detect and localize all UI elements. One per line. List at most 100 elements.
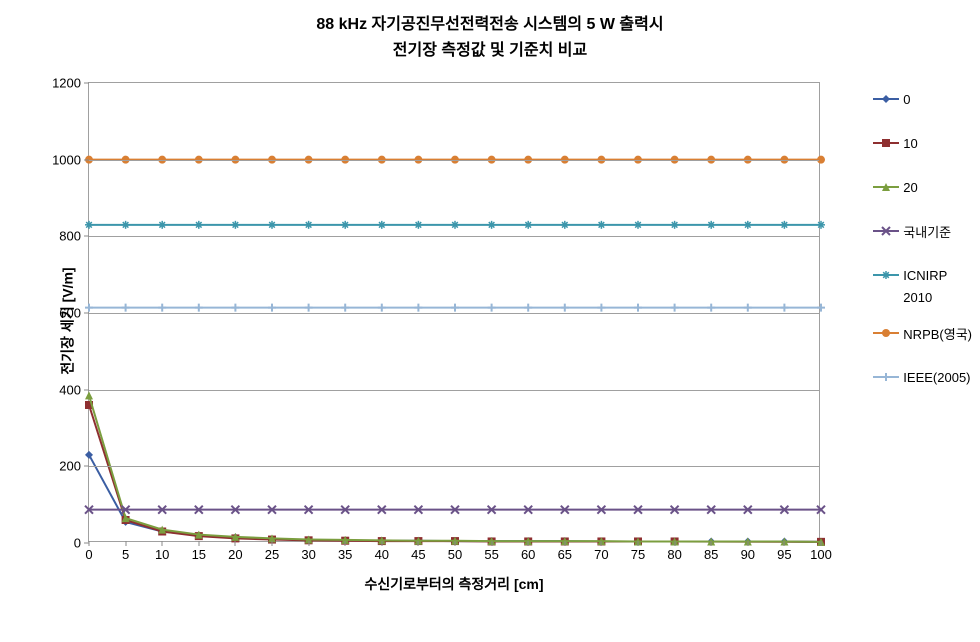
xtick-label: 45 [411, 547, 425, 562]
series-marker [671, 221, 679, 229]
xtick-label: 80 [667, 547, 681, 562]
series-marker [597, 221, 605, 229]
ytick-label: 800 [59, 229, 81, 244]
xtick-mark [784, 541, 785, 546]
xtick-mark [272, 541, 273, 546]
xtick-label: 95 [777, 547, 791, 562]
series-marker [451, 221, 459, 229]
legend-label: 20 [903, 180, 917, 195]
legend-marker-icon [873, 90, 899, 108]
legend-item: 0 [873, 90, 972, 108]
series-marker [378, 304, 386, 312]
xtick-label: 40 [375, 547, 389, 562]
legend-label: 2010 [903, 290, 932, 305]
series-marker [817, 221, 825, 229]
series-marker [378, 221, 386, 229]
xtick-label: 30 [301, 547, 315, 562]
xtick-label: 25 [265, 547, 279, 562]
series-marker [305, 221, 313, 229]
ytick-mark [84, 466, 89, 467]
series-marker [85, 221, 93, 229]
legend-item: ICNIRP [873, 266, 972, 284]
series-marker [524, 304, 532, 312]
xtick-label: 85 [704, 547, 718, 562]
xtick-label: 55 [484, 547, 498, 562]
series-marker [597, 304, 605, 312]
title-line-1: 88 kHz 자기공진무선전력전송 시스템의 5 W 출력시 [0, 12, 980, 38]
legend: 0 10 20 국내기준 ICNIRP 2010 NRPB(영국) IEEE(2005) [873, 90, 972, 412]
xtick-label: 0 [85, 547, 92, 562]
ytick-mark [84, 236, 89, 237]
series-marker [268, 221, 276, 229]
series-marker [780, 221, 788, 229]
plot-svg [89, 83, 819, 541]
series-marker [488, 221, 496, 229]
series-marker [195, 221, 203, 229]
series-marker [707, 304, 715, 312]
xtick-mark [418, 541, 419, 546]
series-marker [451, 304, 459, 312]
series-marker [561, 221, 569, 229]
xtick-label: 65 [558, 547, 572, 562]
series-marker [634, 221, 642, 229]
series-marker [671, 304, 679, 312]
legend-label: 10 [903, 136, 917, 151]
xtick-mark [89, 541, 90, 546]
series-line [89, 405, 821, 542]
legend-label: IEEE(2005) [903, 370, 970, 385]
xtick-mark [162, 541, 163, 546]
gridline-h [89, 390, 819, 391]
series-line [89, 455, 821, 542]
xtick-label: 5 [122, 547, 129, 562]
ytick-label: 200 [59, 459, 81, 474]
xtick-label: 70 [594, 547, 608, 562]
xtick-mark [125, 541, 126, 546]
xtick-label: 20 [228, 547, 242, 562]
series-marker [817, 304, 825, 312]
xtick-mark [674, 541, 675, 546]
series-marker [85, 304, 93, 312]
ytick-mark [84, 389, 89, 390]
xtick-label: 35 [338, 547, 352, 562]
series-marker [524, 221, 532, 229]
ytick-mark [84, 83, 89, 84]
xtick-mark [345, 541, 346, 546]
series-marker [341, 304, 349, 312]
ytick-mark [84, 159, 89, 160]
series-marker [414, 304, 422, 312]
xtick-mark [381, 541, 382, 546]
xtick-mark [711, 541, 712, 546]
xtick-label: 60 [521, 547, 535, 562]
legend-marker-icon [873, 368, 899, 386]
chart-title: 88 kHz 자기공진무선전력전송 시스템의 5 W 출력시 전기장 측정값 및… [0, 0, 980, 63]
series-marker [561, 304, 569, 312]
xtick-mark [455, 541, 456, 546]
ytick-label: 1200 [52, 76, 81, 91]
xtick-mark [528, 541, 529, 546]
xtick-label: 75 [631, 547, 645, 562]
x-axis-label: 수신기로부터의 측정거리 [cm] [364, 574, 543, 594]
xtick-mark [638, 541, 639, 546]
legend-marker-icon [873, 178, 899, 196]
xtick-mark [235, 541, 236, 546]
xtick-label: 90 [741, 547, 755, 562]
legend-item: IEEE(2005) [873, 368, 972, 386]
gridline-h [89, 466, 819, 467]
series-marker [268, 304, 276, 312]
legend-item: 20 [873, 178, 972, 196]
ytick-mark [84, 313, 89, 314]
series-marker [158, 221, 166, 229]
series-marker [122, 221, 130, 229]
legend-item: 국내기준 [873, 222, 972, 240]
ytick-label: 400 [59, 382, 81, 397]
series-marker [414, 221, 422, 229]
xtick-mark [198, 541, 199, 546]
series-marker [231, 221, 239, 229]
series-marker [231, 304, 239, 312]
gridline-h [89, 313, 819, 314]
xtick-label: 100 [810, 547, 832, 562]
legend-label: NRPB(영국) [903, 324, 972, 343]
legend-item: 10 [873, 134, 972, 152]
gridline-h [89, 236, 819, 237]
chart-container: 88 kHz 자기공진무선전력전송 시스템의 5 W 출력시 전기장 측정값 및… [0, 0, 980, 642]
